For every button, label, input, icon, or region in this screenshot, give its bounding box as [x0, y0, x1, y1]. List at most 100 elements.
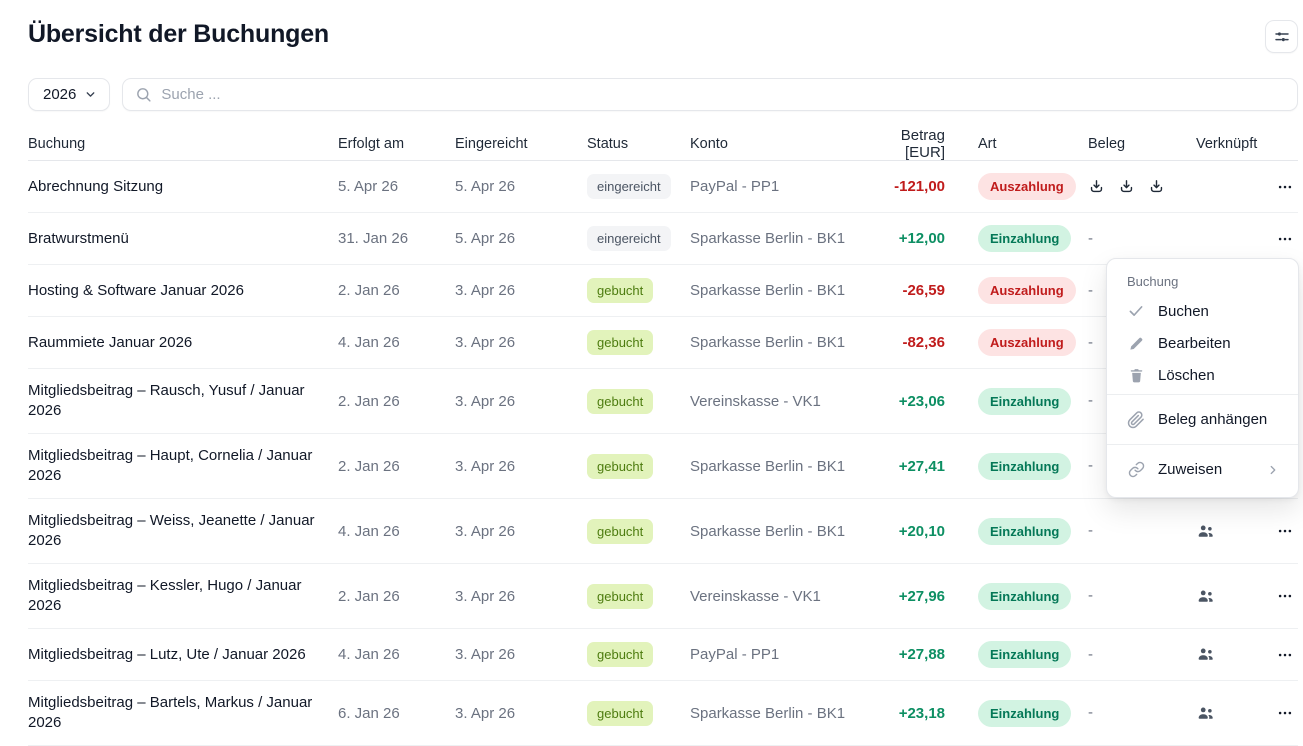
linked-members-icon[interactable]: [1196, 522, 1258, 541]
check-icon: [1127, 302, 1145, 320]
erfolgt-am-date: 2. Jan 26: [338, 392, 400, 410]
art-badge: Auszahlung: [978, 277, 1076, 304]
row-actions-menu-button[interactable]: [1274, 518, 1296, 544]
konto-label: Sparkasse Berlin - BK1: [690, 282, 846, 299]
col-header-konto: Konto: [690, 136, 728, 152]
status-badge: gebucht: [587, 453, 654, 479]
table-row: Hosting & Software Januar 2026 2. Jan 26…: [28, 265, 1298, 317]
art-badge: Einzahlung: [978, 387, 1072, 415]
table-body: Abrechnung Sitzung 5. Apr 26 5. Apr 26 e…: [28, 161, 1298, 746]
row-actions-menu-button[interactable]: [1274, 583, 1296, 609]
pencil-icon: [1127, 335, 1145, 352]
col-header-verknuepft: Verknüpft: [1196, 136, 1258, 152]
amount-value: +27,41: [898, 457, 945, 475]
erfolgt-am-date: 4. Jan 26: [338, 522, 400, 540]
beleg-empty-dash: -: [1088, 229, 1093, 247]
menu-item-buchen[interactable]: Buchen: [1107, 295, 1298, 327]
erfolgt-am-date: 2. Jan 26: [338, 587, 400, 605]
page-header: Übersicht der Buchungen: [0, 0, 1303, 53]
beleg-empty-dash: -: [1088, 645, 1093, 663]
download-icon[interactable]: [1088, 178, 1105, 195]
ellipsis-icon: [1278, 594, 1292, 598]
menu-item-label: Zuweisen: [1158, 461, 1223, 478]
download-icon[interactable]: [1148, 178, 1165, 195]
menu-divider: [1107, 444, 1298, 445]
konto-label: Sparkasse Berlin - BK1: [690, 522, 846, 540]
search-input[interactable]: [161, 86, 1285, 103]
amount-value: +20,10: [898, 522, 945, 540]
status-badge: gebucht: [587, 518, 654, 544]
booking-name: Hosting & Software Januar 2026: [28, 281, 244, 299]
table-row: Abrechnung Sitzung 5. Apr 26 5. Apr 26 e…: [28, 161, 1298, 213]
search-box: [122, 78, 1298, 111]
menu-item-label: Beleg anhängen: [1158, 411, 1268, 428]
ellipsis-icon: [1278, 529, 1292, 533]
status-badge: eingereicht: [587, 226, 671, 251]
art-badge: Einzahlung: [978, 699, 1072, 727]
row-actions-menu-button[interactable]: [1274, 700, 1296, 726]
status-badge: eingereicht: [587, 174, 671, 199]
year-select[interactable]: 2026: [28, 78, 111, 111]
menu-item-label: Löschen: [1158, 366, 1215, 384]
row-context-menu: Buchung Buchen Bearbeiten Löschen Beleg …: [1106, 258, 1299, 498]
menu-divider: [1107, 394, 1298, 395]
booking-name: Mitgliedsbeitrag – Lutz, Ute / Januar 20…: [28, 645, 306, 663]
booking-name: Mitgliedsbeitrag – Weiss, Jeanette / Jan…: [28, 512, 315, 549]
menu-item-beleg-anhaengen[interactable]: Beleg anhängen: [1107, 398, 1298, 441]
linked-members-icon[interactable]: [1196, 587, 1258, 606]
konto-label: Sparkasse Berlin - BK1: [690, 457, 846, 475]
paperclip-icon: [1127, 410, 1145, 429]
konto-label: Vereinskasse - VK1: [690, 392, 821, 410]
toolbar: 2026: [0, 53, 1303, 111]
erfolgt-am-date: 5. Apr 26: [338, 178, 399, 195]
art-badge: Einzahlung: [978, 641, 1072, 668]
row-actions-menu-button[interactable]: [1274, 642, 1296, 668]
erfolgt-am-date: 2. Jan 26: [338, 457, 400, 475]
eingereicht-date: 3. Apr 26: [455, 587, 516, 605]
status-badge: gebucht: [587, 642, 654, 667]
row-actions-menu-button[interactable]: [1274, 174, 1296, 200]
download-icon[interactable]: [1118, 178, 1135, 195]
table-row: Mitgliedsbeitrag – Weiss, Jeanette / Jan…: [28, 499, 1298, 564]
booking-name: Mitgliedsbeitrag – Haupt, Cornelia / Jan…: [28, 447, 313, 484]
chevron-right-icon: [1264, 463, 1282, 477]
row-actions-menu-button[interactable]: [1274, 226, 1296, 252]
amount-value: +27,88: [898, 646, 945, 663]
menu-item-label: Buchen: [1158, 302, 1209, 320]
booking-name: Mitgliedsbeitrag – Bartels, Markus / Jan…: [28, 694, 313, 731]
table-row: Mitgliedsbeitrag – Lutz, Ute / Januar 20…: [28, 629, 1298, 681]
konto-label: Sparkasse Berlin - BK1: [690, 334, 846, 351]
sliders-icon: [1273, 28, 1291, 46]
amount-value: +12,00: [898, 230, 945, 247]
eingereicht-date: 3. Apr 26: [455, 282, 516, 299]
amount-value: -82,36: [902, 334, 945, 351]
filter-settings-button[interactable]: [1265, 20, 1298, 53]
menu-item-zuweisen[interactable]: Zuweisen: [1107, 448, 1298, 491]
col-header-status: Status: [587, 136, 629, 152]
menu-item-bearbeiten[interactable]: Bearbeiten: [1107, 327, 1298, 359]
beleg-empty-dash: -: [1088, 392, 1093, 409]
table-header-row: Buchung Erfolgt am Eingereicht Status Ko…: [28, 127, 1298, 161]
erfolgt-am-date: 4. Jan 26: [338, 334, 400, 351]
erfolgt-am-date: 31. Jan 26: [338, 230, 409, 247]
beleg-empty-dash: -: [1088, 281, 1093, 299]
col-header-beleg: Beleg: [1088, 136, 1126, 152]
art-badge: Einzahlung: [978, 225, 1072, 252]
context-menu-section-label: Buchung: [1127, 274, 1179, 289]
beleg-empty-dash: -: [1088, 587, 1093, 604]
menu-item-loeschen[interactable]: Löschen: [1107, 359, 1298, 391]
ellipsis-icon: [1278, 711, 1292, 715]
page-title: Übersicht der Buchungen: [28, 20, 329, 48]
eingereicht-date: 3. Apr 26: [455, 704, 516, 722]
ellipsis-icon: [1278, 185, 1292, 188]
eingereicht-date: 3. Apr 26: [455, 457, 516, 475]
link-icon: [1127, 461, 1145, 478]
linked-members-icon[interactable]: [1196, 645, 1258, 664]
menu-item-label: Bearbeiten: [1158, 334, 1231, 352]
art-badge: Einzahlung: [978, 517, 1072, 545]
ellipsis-icon: [1278, 237, 1292, 240]
linked-members-icon[interactable]: [1196, 704, 1258, 723]
col-header-erfolgt-am: Erfolgt am: [338, 136, 405, 152]
col-header-art: Art: [978, 136, 997, 152]
art-badge: Auszahlung: [978, 329, 1076, 356]
